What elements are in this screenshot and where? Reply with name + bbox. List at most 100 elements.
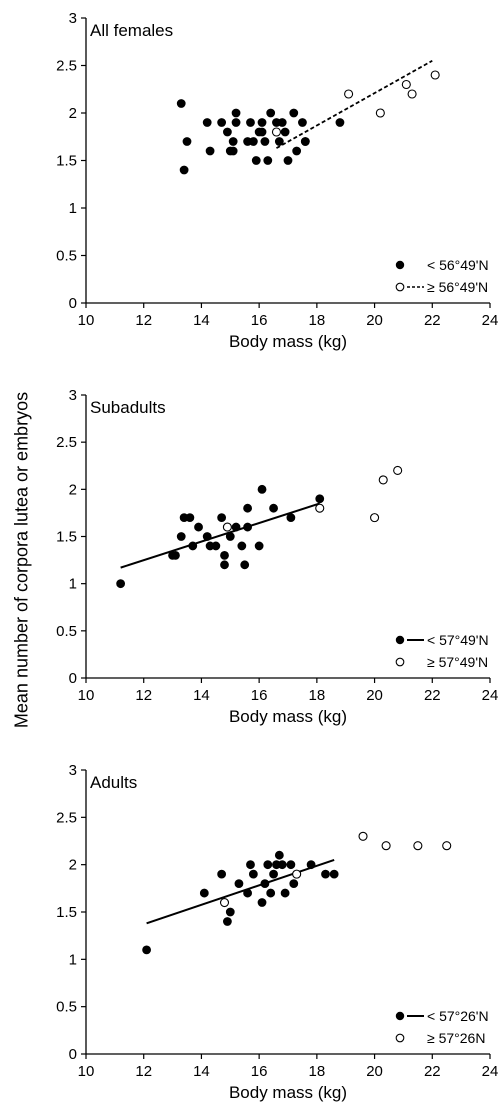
x-tick-label: 10 [78, 1063, 95, 1080]
data-point-filled [217, 513, 227, 523]
data-point-filled [286, 513, 296, 523]
y-tick-label: 2.5 [56, 434, 77, 451]
x-tick-label: 20 [366, 1063, 383, 1080]
x-tick-label: 12 [135, 312, 152, 329]
data-point-open [219, 897, 230, 908]
data-point-filled [280, 127, 290, 137]
data-point-filled [321, 869, 330, 879]
data-point-open [315, 503, 325, 513]
data-point-filled [225, 532, 235, 541]
data-point-filled [280, 888, 290, 898]
x-tick-label: 24 [482, 312, 499, 329]
y-tick-label: 0.5 [56, 999, 77, 1016]
x-tick-label: 20 [366, 687, 383, 704]
panel-title: Adults [90, 773, 137, 792]
data-point-filled [202, 532, 212, 541]
data-point-filled [217, 869, 227, 879]
y-tick-label: 1.5 [56, 529, 77, 546]
data-point-filled [263, 156, 273, 165]
legend-marker [395, 282, 405, 292]
x-tick-label: 12 [135, 687, 152, 704]
data-point-filled [243, 503, 253, 513]
panel-1: 0 0.5 1 1.5 2 2.5 3 10 12 14 16 18 20 22 24 Body mass (… [56, 10, 498, 351]
legend-marker [395, 1011, 405, 1021]
data-point-filled [231, 118, 241, 127]
data-point-filled [211, 541, 221, 551]
x-tick-label: 20 [366, 312, 383, 329]
data-point-filled [171, 550, 180, 560]
data-point-filled [283, 156, 293, 165]
data-point-open [370, 513, 380, 523]
data-point-filled [246, 860, 255, 870]
y-tick-label: 2 [69, 857, 77, 874]
x-tick-label: 12 [135, 1063, 152, 1080]
trendline [276, 59, 433, 149]
data-point-open [222, 522, 232, 532]
x-axis-label: Body mass (kg) [229, 707, 347, 726]
y-tick-label: 1 [69, 576, 77, 593]
y-tick-label: 0 [69, 670, 77, 687]
data-point-filled [248, 137, 258, 146]
data-point-filled [240, 560, 250, 570]
y-tick-label: 1.5 [56, 904, 77, 921]
data-point-filled [228, 137, 238, 146]
data-point-filled [220, 550, 229, 560]
data-point-filled [269, 869, 278, 879]
x-tick-label: 16 [251, 312, 268, 329]
data-point-open [381, 841, 391, 851]
data-point-filled [269, 503, 278, 513]
data-point-filled [176, 532, 186, 541]
data-point-filled [202, 118, 212, 127]
legend-label: < 57°26'N [427, 1008, 489, 1024]
data-point-filled [292, 146, 302, 156]
data-point-open [292, 869, 302, 879]
data-point-filled [142, 945, 152, 955]
x-tick-label: 16 [251, 1063, 268, 1080]
data-point-open [393, 465, 403, 476]
data-point-filled [277, 860, 287, 870]
panel-title: Subadults [90, 398, 166, 417]
data-point-filled [237, 541, 247, 551]
data-point-open [407, 89, 417, 99]
data-point-filled [231, 108, 241, 118]
data-point-filled [116, 579, 126, 589]
legend-marker [395, 260, 405, 270]
x-tick-label: 16 [251, 687, 268, 704]
data-point-filled [266, 888, 276, 898]
data-point-filled [329, 869, 339, 879]
legend-label: < 56°49'N [427, 257, 489, 273]
y-tick-label: 1.5 [56, 153, 77, 170]
data-point-filled [289, 108, 299, 118]
x-tick-label: 14 [193, 312, 210, 329]
data-point-filled [260, 137, 270, 146]
y-tick-label: 1 [69, 200, 77, 217]
data-point-filled [228, 146, 238, 156]
data-point-filled [176, 99, 186, 108]
legend-label: ≥ 57°49'N [427, 654, 488, 670]
data-point-open [442, 841, 452, 851]
data-point-filled [263, 860, 273, 870]
y-tick-label: 3 [69, 387, 77, 404]
y-tick-label: 0.5 [56, 248, 77, 265]
data-point-open [413, 841, 423, 851]
y-tick-label: 3 [69, 10, 77, 27]
legend-marker [395, 1033, 405, 1043]
x-tick-label: 18 [309, 312, 326, 329]
data-point-open [375, 108, 385, 118]
data-point-filled [315, 494, 325, 504]
legend-label: ≥ 56°49'N [427, 279, 488, 295]
legend-label: < 57°49'N [427, 632, 489, 648]
panel-2: 0 0.5 1 1.5 2 2.5 3 10 12 14 16 18 20 22 24 Body mass (… [56, 387, 498, 726]
y-tick-label: 2.5 [56, 809, 77, 826]
y-tick-label: 0 [69, 1046, 77, 1063]
data-point-filled [222, 127, 232, 137]
x-tick-label: 10 [78, 312, 95, 329]
y-tick-label: 0.5 [56, 623, 77, 640]
trendline [146, 858, 335, 925]
x-axis-label: Body mass (kg) [229, 1083, 347, 1102]
x-tick-label: 24 [482, 687, 499, 704]
legend-marker [395, 657, 405, 667]
x-tick-label: 22 [424, 312, 441, 329]
data-point-filled [277, 118, 287, 127]
data-point-filled [286, 860, 296, 870]
